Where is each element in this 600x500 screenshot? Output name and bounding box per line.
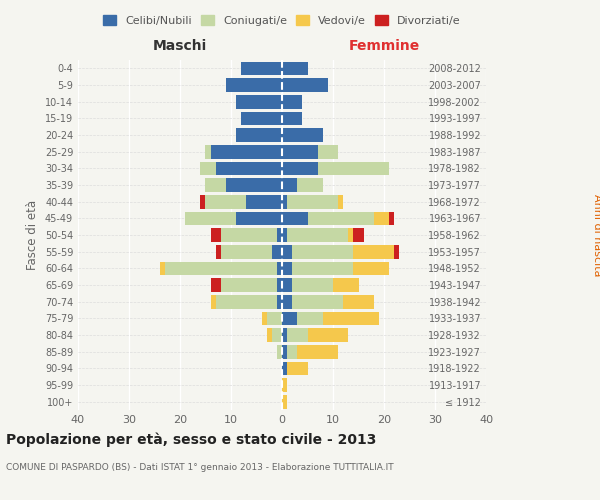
Bar — [282, 312, 298, 325]
Bar — [160, 262, 164, 275]
Bar — [277, 278, 282, 292]
Bar — [277, 345, 282, 358]
Bar — [282, 178, 298, 192]
Text: Popolazione per età, sesso e stato civile - 2013: Popolazione per età, sesso e stato civil… — [6, 432, 376, 447]
Bar — [277, 262, 282, 275]
Bar — [282, 112, 302, 125]
Bar — [394, 245, 400, 258]
Bar — [205, 178, 226, 192]
Bar — [200, 162, 216, 175]
Bar — [282, 295, 292, 308]
Bar — [323, 312, 379, 325]
Bar — [221, 278, 277, 292]
Bar — [262, 312, 266, 325]
Bar — [241, 112, 282, 125]
Bar — [333, 278, 359, 292]
Bar — [282, 145, 318, 158]
Bar — [282, 62, 308, 75]
Text: COMUNE DI PASPARDO (BS) - Dati ISTAT 1° gennaio 2013 - Elaborazione TUTTITALIA.I: COMUNE DI PASPARDO (BS) - Dati ISTAT 1° … — [6, 462, 394, 471]
Bar — [282, 212, 308, 225]
Bar — [343, 295, 374, 308]
Bar — [353, 245, 394, 258]
Bar — [246, 195, 282, 208]
Bar — [292, 295, 343, 308]
Bar — [282, 245, 292, 258]
Bar — [287, 328, 308, 342]
Bar — [282, 378, 287, 392]
Bar — [241, 62, 282, 75]
Bar — [308, 212, 374, 225]
Bar — [318, 145, 338, 158]
Bar — [282, 262, 292, 275]
Bar — [287, 345, 298, 358]
Bar — [282, 362, 287, 375]
Bar — [282, 162, 318, 175]
Bar — [353, 228, 364, 242]
Bar — [282, 345, 287, 358]
Bar — [292, 245, 353, 258]
Legend: Celibi/Nubili, Coniugati/e, Vedovi/e, Divorziati/e: Celibi/Nubili, Coniugati/e, Vedovi/e, Di… — [99, 10, 465, 30]
Bar — [272, 245, 282, 258]
Bar — [211, 278, 221, 292]
Bar — [211, 228, 221, 242]
Bar — [318, 162, 389, 175]
Bar — [185, 212, 236, 225]
Bar — [282, 78, 328, 92]
Bar — [211, 295, 216, 308]
Bar — [226, 178, 282, 192]
Bar — [298, 345, 338, 358]
Bar — [292, 278, 333, 292]
Bar — [287, 362, 308, 375]
Bar — [266, 312, 282, 325]
Bar — [277, 295, 282, 308]
Bar — [287, 195, 338, 208]
Bar — [282, 328, 287, 342]
Text: Femmine: Femmine — [349, 38, 419, 52]
Bar — [282, 395, 287, 408]
Bar — [221, 228, 277, 242]
Bar — [200, 195, 205, 208]
Bar — [277, 228, 282, 242]
Bar — [282, 228, 287, 242]
Text: Maschi: Maschi — [153, 38, 207, 52]
Bar — [282, 128, 323, 142]
Bar — [292, 262, 353, 275]
Bar — [216, 245, 221, 258]
Bar — [164, 262, 277, 275]
Text: Anni di nascita: Anni di nascita — [592, 194, 600, 276]
Bar — [298, 178, 323, 192]
Bar — [348, 228, 353, 242]
Bar — [272, 328, 282, 342]
Bar — [236, 212, 282, 225]
Bar — [298, 312, 323, 325]
Bar — [236, 95, 282, 108]
Bar — [205, 145, 211, 158]
Bar — [282, 278, 292, 292]
Bar — [282, 95, 302, 108]
Bar — [338, 195, 343, 208]
Bar — [282, 195, 287, 208]
Bar — [215, 295, 277, 308]
Bar — [216, 162, 282, 175]
Y-axis label: Fasce di età: Fasce di età — [26, 200, 39, 270]
Bar — [353, 262, 389, 275]
Bar — [205, 195, 246, 208]
Bar — [221, 245, 272, 258]
Bar — [266, 328, 272, 342]
Bar — [374, 212, 389, 225]
Bar — [308, 328, 348, 342]
Bar — [287, 228, 349, 242]
Bar — [226, 78, 282, 92]
Bar — [211, 145, 282, 158]
Bar — [236, 128, 282, 142]
Bar — [389, 212, 394, 225]
